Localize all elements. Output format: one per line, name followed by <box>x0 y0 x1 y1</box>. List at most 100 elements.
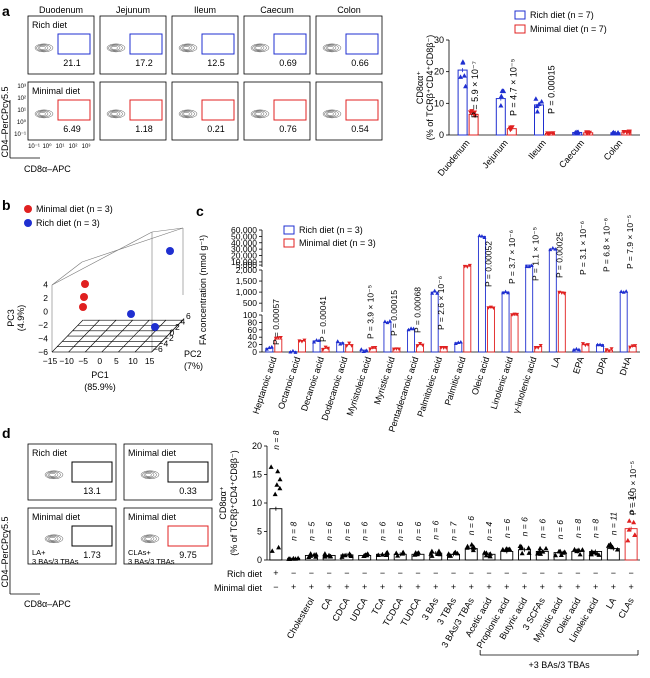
c-data-point <box>359 347 364 351</box>
d-data-point <box>625 537 631 543</box>
d-category-label: CA <box>319 596 334 612</box>
d-data-point <box>446 551 452 556</box>
c-y-tick-label: 80 <box>248 317 258 327</box>
d-n-label: n = 6 <box>360 521 370 540</box>
d-n-label: n = 6 <box>324 521 334 540</box>
a-legend-swatch <box>514 10 526 20</box>
flow-x-tick: 10³ <box>82 144 91 150</box>
d-n-label: n = 6 <box>377 521 387 540</box>
flow-gate-value: 6.49 <box>63 124 81 134</box>
d-flow-contour <box>145 536 152 541</box>
c-y-tick-label: 40,000 <box>231 238 257 248</box>
d-category-label: LA <box>604 596 618 611</box>
a-data-point <box>501 88 507 94</box>
a-data-point <box>626 129 632 135</box>
d-rich-diet-sign: − <box>451 568 456 578</box>
d-flow-contour <box>143 472 155 478</box>
panel-letter-c: c <box>196 203 204 219</box>
c-data-point <box>536 346 541 350</box>
c-data-point <box>409 326 414 330</box>
c-y-tick-label: 1,500 <box>236 276 258 286</box>
flow-contour <box>324 110 339 118</box>
pca-data-point <box>127 310 135 318</box>
c-data-point <box>361 349 366 354</box>
c-y-tick-label: 20 <box>248 340 258 350</box>
c-data-point <box>411 326 416 331</box>
a-data-point <box>536 101 542 107</box>
c-y-tick-label: 0 <box>252 347 257 357</box>
flow-column-label: Jejunum <box>116 5 150 15</box>
flow-contour <box>324 44 339 52</box>
d-flow-contour <box>46 471 61 479</box>
flow-gate-value: 0.54 <box>351 124 369 134</box>
d-flow-gate <box>71 461 113 483</box>
d-minimal-diet-sign: + <box>344 582 349 592</box>
pca-pc2-tick: 4 <box>181 317 186 327</box>
c-data-point <box>550 246 555 250</box>
d-minimal-diet-sign: + <box>557 582 562 592</box>
c-bar <box>510 314 519 353</box>
d-data-point <box>322 554 328 559</box>
pca-legend-label: Minimal diet (n = 3) <box>36 204 113 214</box>
flow-x-tick: 10² <box>69 144 78 150</box>
flow-y-tick: 10¹ <box>17 108 26 114</box>
flow-gate-value: 21.1 <box>63 58 81 68</box>
c-data-point <box>347 341 352 346</box>
d-data-point <box>507 546 513 551</box>
d-flow-contour <box>143 536 155 542</box>
c-data-point <box>453 341 458 346</box>
c-data-point <box>630 344 635 348</box>
d-data-point <box>632 532 638 537</box>
flow-contour <box>250 43 270 53</box>
a-y-tick-label: 0 <box>439 130 444 140</box>
c-data-point <box>506 290 511 295</box>
d-data-point <box>287 556 293 561</box>
d-y-axis-label: CD8αα⁺ <box>218 486 228 519</box>
pca-box-edge <box>81 227 184 263</box>
d-data-point <box>596 552 602 557</box>
flow-plot-frame <box>27 81 95 141</box>
flow-plot-frame <box>99 15 167 75</box>
d-rich-diet-sign: − <box>557 568 562 578</box>
d-minimal-diet-sign: + <box>415 582 420 592</box>
d-category-label: TCA <box>370 596 388 617</box>
pca-legend-label: Rich diet (n = 3) <box>36 218 100 228</box>
c-data-point <box>553 247 558 251</box>
flow-contour <box>322 109 342 119</box>
c-y-tick-label: 40 <box>248 332 258 342</box>
c-data-point <box>299 339 304 344</box>
flow-contour <box>109 111 121 117</box>
a-data-point <box>498 102 504 108</box>
c-data-point <box>314 338 319 342</box>
a-data-point <box>460 59 466 64</box>
d-flow-contour <box>44 534 64 544</box>
d-flow-gate <box>71 525 113 547</box>
flow-y-tick: 10² <box>17 96 26 102</box>
c-y-tick-label: 10,000 <box>231 257 257 267</box>
flow-contour <box>111 112 118 116</box>
d-minimal-diet-sign: + <box>398 582 403 592</box>
d-data-point <box>469 541 475 547</box>
d-data-point <box>588 551 594 557</box>
flow-contour <box>108 44 123 52</box>
c-data-point <box>364 348 369 352</box>
c-data-point <box>382 319 387 324</box>
d-data-point <box>483 552 489 558</box>
d-bracket-label: +3 BAs/3 TBAs <box>529 660 591 670</box>
d-category-label: Cholesterol <box>285 596 316 640</box>
c-data-point <box>585 343 590 347</box>
pca-pc1-tick: 10 <box>128 356 138 366</box>
flow-gate-value: 12.5 <box>207 58 225 68</box>
flow-contour <box>180 110 195 118</box>
a-category-label: Duodenum <box>436 138 472 178</box>
c-p-value: P = 1.1 × 10⁻⁵ <box>531 227 541 281</box>
d-data-point <box>428 551 434 556</box>
c-data-point <box>273 336 278 341</box>
d-n-label: n = 6 <box>431 520 441 539</box>
c-y-tick-label: 5,000 <box>236 260 258 270</box>
d-p-value: P = 1.0 × 10⁻⁵ <box>628 461 638 515</box>
d-data-point <box>540 549 546 554</box>
flow-gate <box>129 99 163 121</box>
flow-row-label: Rich diet <box>32 20 68 30</box>
c-data-point <box>515 312 520 317</box>
